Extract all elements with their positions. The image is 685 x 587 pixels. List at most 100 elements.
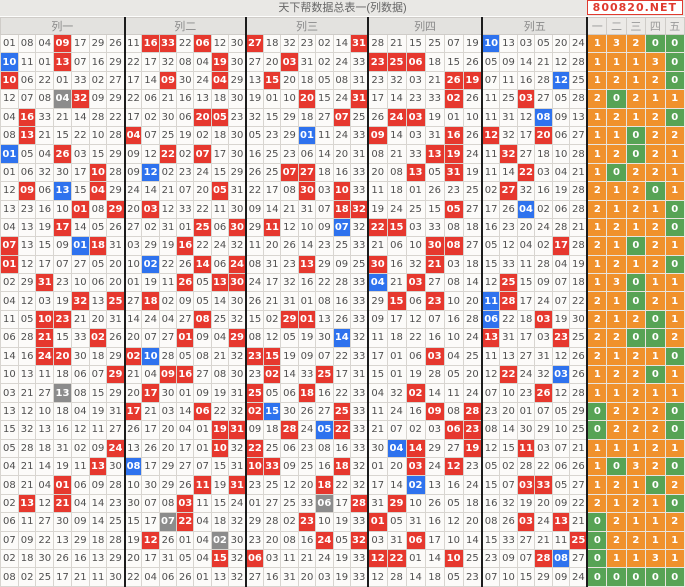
ball-cell: 31 xyxy=(349,89,369,109)
ball-cell: 20 xyxy=(262,236,282,256)
ball-cell: 07 xyxy=(176,181,195,201)
count-cell: 0 xyxy=(645,181,666,201)
ball-cell: 12 xyxy=(17,291,37,311)
ball-cell: 22 xyxy=(158,254,178,275)
ball-cell: 28 xyxy=(106,530,126,550)
ball-cell: 33 xyxy=(297,365,317,385)
ball-cell: 20 xyxy=(123,328,143,348)
ball-cell: 32 xyxy=(228,309,247,330)
count-cell: 3 xyxy=(606,273,627,293)
ball-cell: 04 xyxy=(0,107,19,127)
ball-cell: 12 xyxy=(158,199,178,219)
ball-cell: 02 xyxy=(534,236,553,256)
ball-cell: 22 xyxy=(123,567,143,587)
count-cell: 0 xyxy=(645,365,666,385)
ball-cell: 13 xyxy=(17,493,37,514)
count-cell: 1 xyxy=(586,456,608,477)
ball-cell: 19 xyxy=(569,254,588,275)
count-cell: 2 xyxy=(606,530,627,550)
count-cell: 2 xyxy=(645,107,666,127)
ball-cell: 03 xyxy=(516,512,536,532)
ball-cell: 26 xyxy=(106,328,126,348)
count-cell: 2 xyxy=(586,309,608,330)
ball-cell: 17 xyxy=(210,144,230,164)
ball-cell: 15 xyxy=(53,125,72,146)
count-cell: 2 xyxy=(586,328,608,348)
ball-cell: 10 xyxy=(499,567,518,587)
ball-cell: 27 xyxy=(244,52,264,72)
count-cell: 1 xyxy=(645,199,666,219)
ball-cell: 22 xyxy=(332,475,352,495)
ball-cell: 21 xyxy=(386,144,407,164)
ball-cell: 13 xyxy=(499,33,518,54)
ball-cell: 19 xyxy=(551,181,571,201)
ball-cell: 21 xyxy=(386,33,407,54)
ball-cell: 25 xyxy=(386,52,407,72)
ball-cell: 01 xyxy=(297,291,317,311)
ball-cell: 19 xyxy=(462,33,483,54)
ball-cell: 19 xyxy=(35,217,55,238)
ball-cell: 04 xyxy=(53,89,72,109)
ball-cell: 06 xyxy=(297,144,317,164)
ball-cell: 26 xyxy=(123,420,143,440)
ball-cell: 16 xyxy=(405,401,426,422)
ball-cell: 27 xyxy=(443,438,464,458)
ball-cell: 24 xyxy=(462,383,483,403)
ball-cell: 25 xyxy=(244,383,264,403)
count-cell: 1 xyxy=(625,512,647,532)
count-cell: 0 xyxy=(664,33,685,54)
ball-cell: 06 xyxy=(0,328,19,348)
column-group-header: 列三 xyxy=(244,17,369,35)
ball-cell: 02 xyxy=(193,125,212,146)
ball-cell: 29 xyxy=(158,456,178,477)
ball-cell: 07 xyxy=(386,420,407,440)
ball-cell: 32 xyxy=(228,346,247,367)
ball-cell: 07 xyxy=(88,365,108,385)
ball-cell: 14 xyxy=(35,456,55,477)
ball-cell: 21 xyxy=(53,107,72,127)
ball-cell: 32 xyxy=(35,162,55,183)
ball-cell: 26 xyxy=(462,52,483,72)
draw-row: 02 29 31 23 10 06 20 01 19 11 26 05 13 30 24 17 32 16 22 28… xyxy=(0,273,685,293)
ball-cell: 29 xyxy=(106,199,126,219)
ball-cell: 24 xyxy=(228,493,247,514)
ball-cell: 12 xyxy=(551,70,571,91)
ball-cell: 07 xyxy=(141,328,160,348)
ball-cell: 05 xyxy=(262,383,282,403)
ball-cell: 26 xyxy=(462,89,483,109)
count-cell: 1 xyxy=(625,217,647,238)
ball-cell: 04 xyxy=(35,475,55,495)
ball-cell: 33 xyxy=(424,89,445,109)
ball-cell: 01 xyxy=(53,475,72,495)
ball-cell: 01 xyxy=(0,33,19,54)
ball-cell: 22 xyxy=(35,530,55,550)
ball-cell: 24 xyxy=(123,181,143,201)
ball-cell: 26 xyxy=(443,70,464,91)
ball-cell: 01 xyxy=(0,144,19,164)
count-cell: 1 xyxy=(606,236,627,256)
ball-cell: 10 xyxy=(123,254,143,275)
ball-cell: 18 xyxy=(17,548,37,569)
ball-cell: 28 xyxy=(569,181,588,201)
ball-cell: 09 xyxy=(499,52,518,72)
ball-cell: 26 xyxy=(176,567,195,587)
ball-cell: 12 xyxy=(262,328,282,348)
ball-cell: 18 xyxy=(386,181,407,201)
ball-cell: 08 xyxy=(210,365,230,385)
ball-cell: 19 xyxy=(280,346,299,367)
ball-cell: 29 xyxy=(106,346,126,367)
ball-cell: 16 xyxy=(443,309,464,330)
ball-cell: 25 xyxy=(569,328,588,348)
ball-cell: 23 xyxy=(366,70,388,91)
ball-cell: 15 xyxy=(35,236,55,256)
site-badge[interactable]: 800820.NET xyxy=(586,0,683,15)
ball-cell: 16 xyxy=(332,438,352,458)
ball-cell: 19 xyxy=(332,548,352,569)
ball-cell: 11 xyxy=(481,162,501,183)
ball-cell: 26 xyxy=(462,125,483,146)
ball-cell: 05 xyxy=(315,420,334,440)
count-cell: 0 xyxy=(586,401,608,422)
ball-cell: 14 xyxy=(141,181,160,201)
ball-cell: 14 xyxy=(297,236,317,256)
ball-cell: 08 xyxy=(443,401,464,422)
